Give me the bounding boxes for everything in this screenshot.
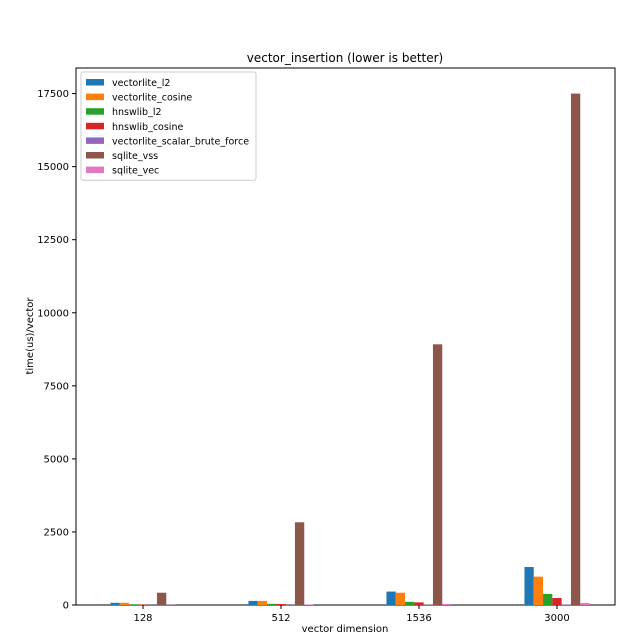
bar-vectorlite-l2-3000 <box>524 567 534 605</box>
x-axis: 128 512 1536 3000 <box>133 605 570 624</box>
y-tick-label: 12500 <box>37 235 69 246</box>
legend-label-sqlite-vec: sqlite_vec <box>112 166 159 177</box>
bar-sqlite-vss-128 <box>156 592 167 605</box>
legend-swatch-vectorlite-scalar-brute-force <box>86 137 104 144</box>
plot-area <box>75 67 616 606</box>
bar-sqlite-vss-3000 <box>570 93 581 605</box>
chart-title: vector_insertion (lower is better) <box>247 51 443 65</box>
bar-hnswlib-l2-128 <box>129 604 139 605</box>
legend-swatch-vectorlite-cosine <box>86 93 104 101</box>
y-axis-label: time(us)/vector <box>25 297 36 375</box>
bar-vectorlite-l2-128 <box>110 602 120 605</box>
bars <box>110 93 590 605</box>
x-axis-label: vector dimension <box>302 624 389 635</box>
legend-box <box>80 71 257 181</box>
legend-swatch-sqlite-vss <box>86 152 104 159</box>
bar-sqlite-vec-3000 <box>580 602 590 605</box>
legend-label-vectorlite-scalar-brute-force: vectorlite_scalar_brute_force <box>112 136 249 147</box>
bar-sqlite-vec-512 <box>304 604 314 605</box>
x-tick-label: 512 <box>271 613 290 624</box>
y-axis: 0 2500 5000 7500 10000 12500 15000 17500 <box>37 89 76 612</box>
x-tick-label: 1536 <box>406 613 431 624</box>
y-tick-label: 10000 <box>37 308 69 319</box>
bar-sqlite-vss-512 <box>294 522 305 605</box>
bar-hnswlib-cosine-128 <box>138 604 148 605</box>
x-tick-label: 128 <box>133 613 152 624</box>
legend-label-hnswlib-l2: hnswlib_l2 <box>112 107 162 118</box>
y-tick-label: 15000 <box>37 162 69 173</box>
legend-swatch-hnswlib-cosine <box>86 122 104 130</box>
y-tick-label: 7500 <box>44 381 69 392</box>
x-tick-label: 3000 <box>544 613 569 624</box>
bar-vectorlite-cosine-128 <box>119 602 130 605</box>
bar-hnswlib-l2-512 <box>267 603 277 605</box>
legend: vectorlite_l2 vectorlite_cosine hnswlib_l2… <box>80 71 257 181</box>
bar-vectorlite-l2-512 <box>248 600 258 605</box>
plot-frame <box>75 67 616 606</box>
bar-vectorlite-cosine-3000 <box>533 576 544 605</box>
bar-sqlite-vec-1536 <box>442 603 452 605</box>
y-tick-label: 17500 <box>37 89 69 100</box>
bar-hnswlib-cosine-3000 <box>552 597 562 605</box>
legend-swatch-vectorlite-l2 <box>86 79 104 86</box>
bar-hnswlib-cosine-512 <box>276 603 286 605</box>
bar-hnswlib-cosine-1536 <box>414 602 424 605</box>
bar-sqlite-vss-1536 <box>432 344 443 605</box>
legend-label-vectorlite-cosine: vectorlite_cosine <box>112 93 192 104</box>
legend-label-hnswlib-cosine: hnswlib_cosine <box>112 122 183 133</box>
legend-label-sqlite-vss: sqlite_vss <box>112 151 158 162</box>
bar-vectorlite-l2-1536 <box>386 591 396 605</box>
y-tick-label: 0 <box>63 601 69 612</box>
bar-vectorlite-cosine-1536 <box>395 592 406 605</box>
y-tick-label: 2500 <box>44 527 69 538</box>
bar-vectorlite-cosine-512 <box>257 600 268 605</box>
legend-swatch-sqlite-vec <box>86 166 104 174</box>
bar-hnswlib-l2-1536 <box>405 601 415 605</box>
legend-swatch-hnswlib-l2 <box>86 108 104 115</box>
bar-hnswlib-l2-3000 <box>543 593 553 605</box>
y-tick-label: 5000 <box>44 454 69 465</box>
legend-label-vectorlite-l2: vectorlite_l2 <box>112 78 170 89</box>
